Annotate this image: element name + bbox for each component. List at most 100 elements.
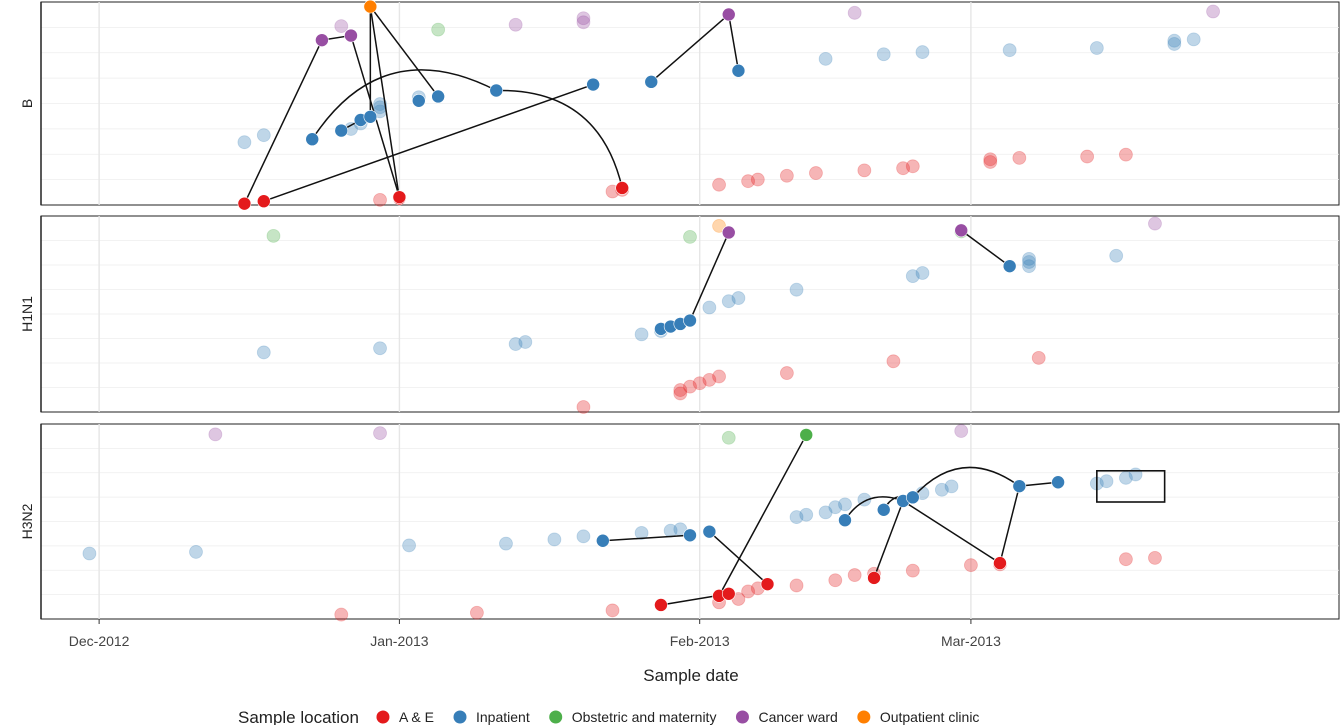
legend-label: A & E	[399, 709, 434, 725]
data-point	[809, 166, 823, 180]
data-point-linked	[993, 556, 1007, 570]
data-point	[905, 269, 920, 284]
data-point-linked	[644, 75, 659, 89]
data-point-linked	[876, 502, 891, 517]
data-point	[576, 15, 591, 30]
data-point-linked	[838, 513, 852, 528]
data-point-linked	[315, 33, 329, 47]
data-point-linked	[683, 313, 697, 328]
legend-item-obs: Obstetric and maternity	[549, 709, 716, 725]
data-point	[1080, 149, 1095, 164]
data-point	[712, 177, 726, 192]
data-point-linked	[654, 598, 668, 612]
data-point-linked	[305, 132, 320, 147]
data-point	[964, 558, 978, 573]
transmission-link	[243, 39, 323, 204]
x-tick-label: Feb-2013	[670, 633, 730, 649]
transmission-link	[844, 496, 904, 521]
transmission-link	[369, 6, 401, 199]
transmission-link	[718, 434, 807, 597]
legend-label: Outpatient clinic	[880, 709, 980, 725]
data-point	[508, 337, 523, 351]
legend-label: Cancer ward	[758, 709, 837, 725]
legend-swatch	[549, 710, 563, 724]
data-point-linked	[760, 577, 775, 591]
data-point-linked	[411, 93, 426, 108]
data-point	[857, 163, 872, 178]
data-point	[683, 230, 697, 244]
data-point	[789, 510, 804, 524]
data-point	[828, 573, 843, 588]
data-point	[499, 536, 513, 551]
data-point	[847, 568, 862, 582]
transmission-link	[602, 534, 691, 542]
x-tick-label: Dec-2012	[69, 633, 130, 649]
data-point	[896, 161, 911, 176]
legend-swatch	[453, 710, 467, 724]
data-point	[576, 11, 591, 26]
data-point	[469, 605, 484, 620]
data-point-linked	[1051, 475, 1065, 490]
data-point	[673, 386, 688, 401]
x-tick-label: Jan-2013	[370, 633, 429, 649]
data-point	[576, 529, 591, 544]
data-point	[1012, 151, 1027, 165]
legend-item-inp: Inpatient	[453, 709, 530, 725]
data-point-linked	[683, 528, 697, 543]
facet-label-b: B	[19, 99, 35, 108]
data-point	[256, 128, 271, 143]
data-point	[847, 5, 862, 20]
data-point-linked	[392, 190, 407, 204]
data-point	[779, 168, 794, 183]
data-point	[789, 282, 804, 297]
data-point	[256, 345, 271, 360]
data-point-linked	[237, 196, 252, 211]
data-point	[634, 327, 649, 342]
data-point	[712, 369, 726, 384]
data-point	[1186, 32, 1201, 47]
facet-label-h1n1: H1N1	[19, 296, 35, 332]
panel-h3n2: H3N2	[19, 423, 1340, 622]
data-point-linked	[1002, 259, 1017, 273]
data-point	[712, 219, 726, 233]
transmission-link	[369, 6, 439, 97]
data-point	[905, 159, 920, 174]
data-point	[818, 51, 833, 66]
data-point	[702, 372, 717, 387]
data-point	[818, 505, 833, 520]
data-point	[886, 354, 901, 369]
x-tick-label: Mar-2013	[941, 633, 1001, 649]
data-point-linked	[344, 28, 358, 43]
highlight-box	[1096, 469, 1166, 503]
legend-label: Obstetric and maternity	[572, 709, 717, 725]
data-point	[1109, 248, 1124, 263]
transmission-link	[960, 229, 1011, 267]
transmission-link	[650, 13, 730, 83]
data-point	[731, 291, 746, 305]
data-point	[741, 174, 756, 189]
data-point	[237, 135, 252, 150]
data-point	[750, 172, 765, 187]
data-point	[1022, 259, 1036, 274]
data-point	[838, 497, 852, 512]
data-point	[1031, 351, 1046, 365]
data-point-linked	[363, 109, 378, 124]
transmission-link	[689, 232, 730, 321]
data-point	[1118, 552, 1133, 567]
data-point	[1022, 255, 1036, 269]
data-point-linked	[586, 77, 600, 92]
data-point	[673, 383, 688, 397]
data-point	[1022, 251, 1036, 266]
data-point-linked	[721, 586, 736, 601]
data-point-linked	[905, 490, 920, 505]
legend: Sample location A & E Inpatient Obstetric …	[238, 708, 979, 725]
data-point	[876, 47, 891, 62]
transmission-link	[496, 89, 623, 189]
legend-item-out: Outpatient clinic	[857, 709, 979, 725]
transmission-link	[873, 500, 904, 579]
x-axis: Dec-2012 Jan-2013 Feb-2013 Mar-2013	[69, 619, 1001, 649]
transmission-link	[311, 69, 497, 140]
panel-h1n1: H1N1	[19, 215, 1340, 414]
data-point	[905, 563, 920, 578]
